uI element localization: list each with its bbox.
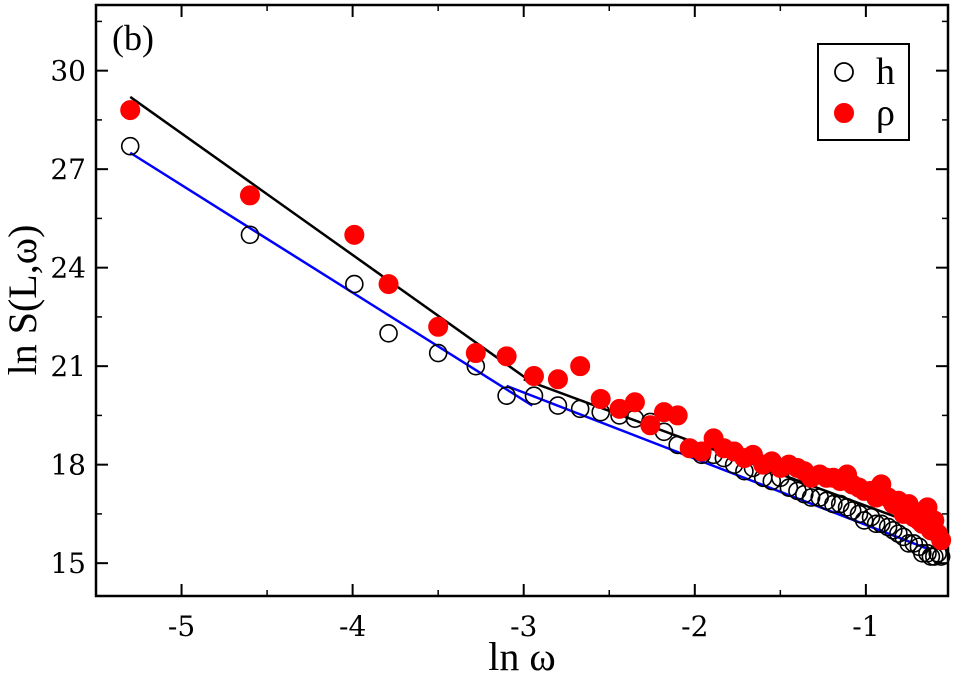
point-h [899,534,918,553]
point-h [345,274,364,294]
legend-label-rho: ρ [876,92,895,134]
point-h [379,324,398,343]
y-tick-label: 30 [50,55,86,88]
point-h [497,386,516,406]
x-tick-label: -4 [339,610,366,643]
y-tick-label: 27 [50,153,86,186]
point-rho [120,100,141,121]
x-tick-label: -1 [852,610,879,643]
x-axis-title: ln ω [488,634,555,676]
point-rho [667,405,688,426]
point-rho [523,366,544,387]
legend-box [817,43,910,141]
point-rho [691,441,712,462]
point-rho [344,224,365,245]
point-h [894,527,913,547]
point-rho [465,343,486,364]
point-h [824,494,843,514]
plot-frame [94,3,950,598]
point-h [801,488,821,507]
x-tick-label: -2 [681,610,708,643]
rho-fit-low-line [129,95,533,384]
point-h [861,507,881,527]
legend-marker-rho [834,103,854,123]
y-axis-title: ln S(L,ω) [0,225,45,376]
point-rho [931,530,952,551]
y-tick-label: 18 [50,449,86,482]
data-points [120,100,952,566]
point-h [570,399,590,419]
point-rho [624,392,645,413]
point-rho [378,274,399,295]
x-tick-label: -5 [168,610,195,643]
point-rho [570,356,591,377]
point-h [548,396,568,415]
panel-label: (b) [112,18,154,58]
y-tick-label: 15 [50,547,86,580]
point-h [240,225,260,245]
point-h [120,136,140,156]
point-h [883,521,903,540]
legend: h ρ [817,43,910,141]
y-tick-label: 24 [50,252,86,285]
point-h [889,524,908,543]
h-fit-low-line [129,151,533,407]
y-tick-label: 21 [50,350,86,383]
legend-label-h: h [876,51,895,93]
point-h [837,498,857,517]
point-h [866,514,886,534]
legend-marker-h [834,62,854,82]
point-h [913,544,932,563]
point-h [428,343,448,363]
point-h [878,517,898,537]
point-rho [428,316,449,337]
point-h [524,386,544,406]
point-rho [547,369,568,390]
point-rho [239,185,260,206]
point-h [849,504,869,524]
axis-ticks: -5 -4 -3 -2 -1 15 18 21 24 27 30 [50,5,948,643]
point-h [779,478,799,497]
point-rho [496,346,517,367]
point-rho [590,389,611,409]
x-tick-label: -3 [510,610,537,643]
point-rho [640,415,661,436]
point-h [925,547,944,566]
